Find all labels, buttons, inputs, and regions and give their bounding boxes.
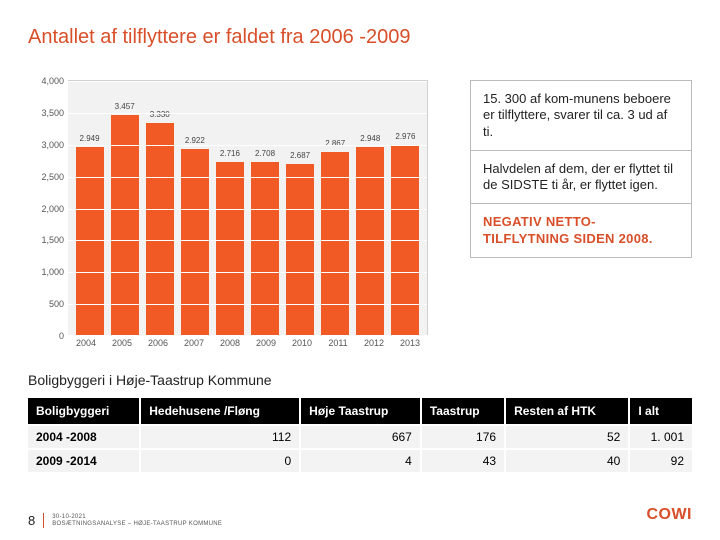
info-box: 15. 300 af kom-munens beboere er tilflyt… <box>470 80 692 258</box>
table-row: 2009 -201404434092 <box>28 449 692 472</box>
bar-value-label: 2.976 <box>395 132 415 141</box>
x-tick: 2012 <box>364 338 384 348</box>
gridline <box>68 336 427 337</box>
footer-date: 30-10-2021 <box>52 514 222 521</box>
chart: 2.9493.4573.3302.9222.7162.7082.6872.867… <box>28 80 433 360</box>
info-1: 15. 300 af kom-munens beboere er tilflyt… <box>471 80 691 150</box>
bar: 3.457 <box>111 115 139 335</box>
y-tick: 2,000 <box>28 204 64 214</box>
bar-slot: 2.716 <box>212 162 247 335</box>
bar: 2.867 <box>321 152 349 335</box>
row-label: 2009 -2014 <box>28 449 140 472</box>
bar-slot: 2.687 <box>283 164 318 335</box>
gridline <box>68 145 427 146</box>
table-header: Høje Taastrup <box>300 398 421 425</box>
bar-value-label: 2.948 <box>360 134 380 143</box>
table-cell: 1. 001 <box>629 425 692 449</box>
table-header: Resten af HTK <box>505 398 629 425</box>
y-tick: 1,500 <box>28 235 64 245</box>
y-tick: 3,500 <box>28 108 64 118</box>
table-row: 2004 -2008112667176521. 001 <box>28 425 692 449</box>
table-header: I alt <box>629 398 692 425</box>
gridline <box>68 209 427 210</box>
table-cell: 4 <box>300 449 421 472</box>
y-tick: 0 <box>28 331 64 341</box>
table-cell: 112 <box>140 425 300 449</box>
gridline <box>68 304 427 305</box>
chart-plot: 2.9493.4573.3302.9222.7162.7082.6872.867… <box>68 80 428 335</box>
footer: 8 30-10-2021 BOSÆTNINGSANALYSE – HØJE-TA… <box>28 513 222 528</box>
x-tick: 2010 <box>292 338 312 348</box>
bar-slot: 2.708 <box>247 162 282 335</box>
table-cell: 40 <box>505 449 629 472</box>
row-label: 2004 -2008 <box>28 425 140 449</box>
bar-value-label: 2.687 <box>290 151 310 160</box>
cowi-logo: COWI <box>646 506 692 524</box>
bar: 2.716 <box>216 162 244 335</box>
bar: 2.687 <box>286 164 314 335</box>
info-3: NEGATIV NETTO-TILFLYTNING SIDEN 2008. <box>471 203 691 258</box>
table-cell: 43 <box>421 449 505 472</box>
y-tick: 4,000 <box>28 76 64 86</box>
page-number: 8 <box>28 513 44 528</box>
y-tick: 3,000 <box>28 140 64 150</box>
y-tick: 2,500 <box>28 172 64 182</box>
footer-doc: BOSÆTNINGSANALYSE – HØJE-TAASTRUP KOMMUN… <box>52 521 222 528</box>
x-tick: 2009 <box>256 338 276 348</box>
bar-value-label: 2.867 <box>325 139 345 148</box>
bar-value-label: 2.716 <box>220 149 240 158</box>
table-cell: 667 <box>300 425 421 449</box>
page-title: Antallet af tilflyttere er faldet fra 20… <box>28 26 410 49</box>
x-tick: 2007 <box>184 338 204 348</box>
y-tick: 500 <box>28 299 64 309</box>
bar-value-label: 2.922 <box>185 136 205 145</box>
table-cell: 92 <box>629 449 692 472</box>
x-tick: 2013 <box>400 338 420 348</box>
bar-value-label: 3.330 <box>150 110 170 119</box>
bar-value-label: 2.708 <box>255 149 275 158</box>
table-cell: 176 <box>421 425 505 449</box>
table-header: Taastrup <box>421 398 505 425</box>
table-header: Hedehusene /Fløng <box>140 398 300 425</box>
table-cell: 52 <box>505 425 629 449</box>
table-header: Boligbyggeri <box>28 398 140 425</box>
x-tick: 2004 <box>76 338 96 348</box>
x-tick: 2011 <box>328 338 347 348</box>
gridline <box>68 240 427 241</box>
bar: 2.708 <box>251 162 279 335</box>
subtitle: Boligbyggeri i Høje-Taastrup Kommune <box>28 372 272 388</box>
gridline <box>68 272 427 273</box>
y-tick: 1,000 <box>28 267 64 277</box>
table: BoligbyggeriHedehusene /FløngHøje Taastr… <box>28 398 692 472</box>
gridline <box>68 113 427 114</box>
bar-slot: 3.457 <box>107 115 142 335</box>
footer-meta: 30-10-2021 BOSÆTNINGSANALYSE – HØJE-TAAS… <box>52 514 222 527</box>
table-cell: 0 <box>140 449 300 472</box>
bar-value-label: 2.949 <box>80 134 100 143</box>
x-tick: 2008 <box>220 338 240 348</box>
x-tick: 2005 <box>112 338 132 348</box>
x-tick: 2006 <box>148 338 168 348</box>
gridline <box>68 177 427 178</box>
info-2: Halvdelen af dem, der er flyttet til de … <box>471 150 691 204</box>
bar-slot: 2.867 <box>318 152 353 335</box>
gridline <box>68 81 427 82</box>
bar-value-label: 3.457 <box>115 102 135 111</box>
